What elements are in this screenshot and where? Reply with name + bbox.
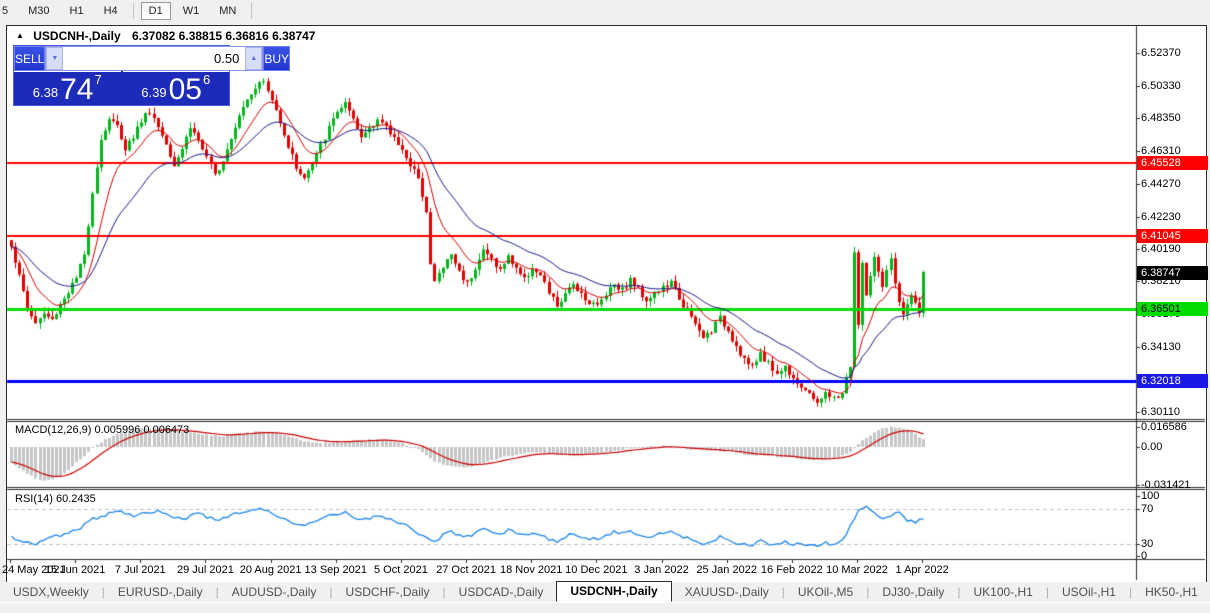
buy-price-display[interactable]: 6.39 05 6 — [122, 71, 229, 106]
date-axis-label: 3 Jan 2022 — [634, 564, 689, 576]
collapse-panel-icon[interactable]: ▲ — [16, 31, 24, 40]
sell-price-big: 74 — [60, 73, 94, 106]
tab-separator: | — [215, 585, 219, 599]
chart-tab-usdcad[interactable]: USDCAD-,Daily — [458, 585, 544, 599]
status-bar — [0, 602, 1210, 613]
date-axis-label: 20 Aug 2021 — [239, 564, 302, 576]
tab-separator: | — [1045, 585, 1049, 599]
chart-tab-uk100[interactable]: UK100-,H1 — [973, 585, 1033, 599]
price-axis-tick: 6.30110 — [1141, 406, 1180, 418]
date-axis-label: 7 Jul 2021 — [114, 564, 166, 576]
tab-separator: | — [442, 585, 446, 599]
price-axis-tick: 6.44270 — [1141, 177, 1181, 190]
macd-axis-tick: -0.031421 — [1141, 478, 1191, 491]
chart-title: ▲ USDCNH-,Daily 6.37082 6.38815 6.36816 … — [16, 29, 315, 43]
chart-tab-usdchf[interactable]: USDCHF-,Daily — [345, 585, 430, 599]
chart-tab-eurusd[interactable]: EURUSD-,Daily — [117, 585, 203, 599]
date-axis-label: 15 Jun 2021 — [44, 564, 106, 576]
arrow-down-icon: ▼ — [51, 55, 59, 62]
tab-separator: | — [329, 585, 333, 599]
date-axis-label: 13 Sep 2021 — [304, 564, 367, 576]
chart-tab-usoil[interactable]: USOil-,H1 — [1061, 585, 1116, 599]
symbol-tab-bar: USDX,Weekly | EURUSD-,Daily | AUDUSD-,Daily |… — [0, 580, 1210, 602]
chart-tab-dj30[interactable]: DJ30-,Daily — [882, 585, 945, 599]
price-axis-tick: 6.48350 — [1141, 111, 1181, 124]
rsi-axis-tick: 0 — [1141, 550, 1148, 562]
chart-tab-hk50[interactable]: HK50-,H1 — [1145, 585, 1198, 599]
volume-increase-button[interactable]: ▲ — [245, 47, 263, 70]
price-level-badge: 6.32018 — [1137, 374, 1208, 389]
price-axis-tick: 6.46310 — [1141, 144, 1181, 157]
price-axis-tick: 6.52370 — [1141, 46, 1181, 59]
price-level-badge: 6.41045 — [1137, 228, 1208, 243]
sell-price-small: 6.38 — [32, 85, 59, 100]
rsi-axis-tick: 100 — [1141, 490, 1160, 502]
date-axis-label: 1 Apr 2022 — [895, 564, 949, 576]
buy-price-small: 6.39 — [141, 85, 167, 100]
date-axis-label: 27 Oct 2021 — [436, 564, 497, 576]
date-axis-label: 16 Feb 2022 — [760, 564, 823, 576]
tab-separator: | — [101, 585, 105, 599]
tab-separator: | — [781, 585, 785, 599]
volume-input[interactable] — [63, 47, 246, 70]
price-level-badge: 6.36501 — [1137, 301, 1208, 316]
price-level-badge: 6.45528 — [1137, 156, 1208, 171]
date-axis-label: 18 Nov 2021 — [500, 564, 563, 576]
rsi-axis-tick: 30 — [1141, 538, 1154, 550]
price-axis-tick: 6.40190 — [1141, 243, 1181, 256]
chart-tab-usdcnh[interactable]: USDCNH-,Daily — [556, 580, 672, 602]
sell-button[interactable]: SELL — [14, 46, 46, 71]
price-axis-tick: 6.50330 — [1141, 79, 1181, 92]
macd-axis-tick: 0.00 — [1141, 441, 1163, 453]
tab-separator: | — [957, 585, 961, 599]
volume-decrease-button[interactable]: ▼ — [46, 47, 64, 70]
buy-price-big: 05 — [168, 73, 202, 106]
tab-separator: | — [1128, 585, 1133, 599]
price-axis-tick: 6.34130 — [1141, 341, 1181, 354]
buy-price-superscript: 6 — [202, 72, 211, 87]
buy-button[interactable]: BUY — [263, 46, 291, 71]
rsi-indicator-label: RSI(14) 60.2435 — [15, 493, 96, 505]
date-axis-label: 25 Jan 2022 — [696, 564, 757, 576]
macd-axis-tick: 0.016586 — [1141, 421, 1187, 433]
rsi-axis-tick: 70 — [1141, 503, 1154, 515]
date-axis-label: 29 Jul 2021 — [177, 564, 234, 576]
chart-tab-xauusd[interactable]: XAUUSD-,Daily — [684, 585, 769, 599]
chart-tab-audusd[interactable]: AUDUSD-,Daily — [231, 585, 317, 599]
tab-separator: | — [866, 585, 870, 599]
chart-symbol-period: USDCNH-,Daily — [33, 29, 121, 43]
arrow-up-icon: ▲ — [250, 55, 258, 62]
date-axis-label: 24 May 2021 — [2, 564, 66, 576]
chart-ohlc-values: 6.37082 6.38815 6.36816 6.38747 — [131, 29, 316, 43]
sell-price-display[interactable]: 6.38 74 7 — [14, 71, 121, 105]
date-axis-label: 10 Mar 2022 — [826, 564, 888, 576]
price-level-badge: 6.38747 — [1137, 265, 1208, 280]
sell-price-superscript: 7 — [94, 72, 102, 87]
chart-tab-usdx[interactable]: USDX,Weekly — [13, 585, 89, 599]
date-axis-label: 5 Oct 2021 — [373, 564, 428, 576]
chart-tab-ukoil[interactable]: UKOil-,M5 — [797, 585, 854, 599]
macd-indicator-label: MACD(12,26,9) 0.005996 0.006473 — [15, 424, 190, 436]
price-axis-tick: 6.42230 — [1141, 210, 1181, 223]
volume-stepper: ▼ ▲ — [45, 46, 264, 71]
date-axis-label: 10 Dec 2021 — [565, 564, 628, 576]
